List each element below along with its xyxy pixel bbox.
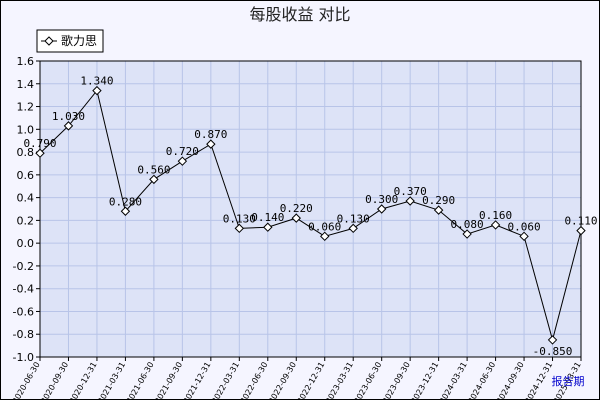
data-label: 0.110 <box>564 215 597 228</box>
x-tick-label: 2021-03-31 <box>96 361 127 400</box>
data-label: 0.790 <box>23 137 56 150</box>
grid-lines <box>39 60 582 358</box>
data-point-marker <box>206 139 216 149</box>
data-point-marker <box>263 222 273 232</box>
y-tick-label: 0.0 <box>17 237 35 250</box>
data-point-marker <box>320 231 330 242</box>
data-label: 0.060 <box>308 220 341 233</box>
y-axis-ticks: 1.6 1.4 1.2 1.0 0.8 0.6 0.4 0.2 0.0 -0.2 -0.4 -0.6 -… <box>13 55 40 364</box>
data-label: 0.370 <box>394 185 427 198</box>
x-tick-label: 2020-06-30 <box>11 361 42 400</box>
x-tick-label: 2021-09-30 <box>153 361 184 400</box>
y-tick-label: -0.4 <box>13 283 34 296</box>
y-tick-label: -0.8 <box>13 328 34 341</box>
data-label: 0.060 <box>507 220 540 233</box>
y-tick-label: -0.2 <box>13 260 34 273</box>
data-label: 0.160 <box>479 209 512 222</box>
x-tick-label: 2024-09-30 <box>495 361 526 400</box>
plot-area <box>40 61 581 357</box>
plot-border <box>39 60 582 358</box>
x-tick-label: 2022-03-31 <box>210 361 241 400</box>
x-axis-ticks: 2020-06-302020-09-302020-12-312021-03-31… <box>11 357 583 400</box>
data-label: 0.870 <box>194 128 227 141</box>
x-tick-label: 2024-06-30 <box>466 361 497 400</box>
x-tick-label: 2021-06-30 <box>125 361 156 400</box>
y-tick-label: 1.0 <box>17 123 35 136</box>
data-point-marker <box>405 196 415 206</box>
data-point-marker <box>519 231 529 242</box>
data-label: 0.130 <box>337 212 370 225</box>
data-label: 0.560 <box>137 163 170 176</box>
data-point-marker <box>234 223 245 234</box>
data-label: 0.300 <box>365 193 398 206</box>
y-tick-label: 0.8 <box>17 146 35 159</box>
x-tick-label: 2023-06-30 <box>352 361 383 400</box>
x-tick-label: 2023-12-31 <box>409 361 440 400</box>
data-label: 1.340 <box>80 75 113 88</box>
data-point-marker <box>92 85 102 96</box>
data-point-marker <box>120 206 131 216</box>
y-tick-label: -1.0 <box>13 351 34 364</box>
data-point-marker <box>376 204 387 214</box>
data-markers <box>35 85 586 345</box>
data-label: 0.130 <box>223 212 256 225</box>
data-label: 0.140 <box>251 211 284 224</box>
data-point-marker <box>149 174 159 185</box>
x-tick-label: 2023-09-30 <box>381 361 412 400</box>
data-point-marker <box>547 335 558 345</box>
data-label: 0.080 <box>451 218 484 231</box>
y-tick-label: 0.6 <box>17 169 35 182</box>
data-point-marker <box>433 205 444 215</box>
x-tick-label: 2024-12-31 <box>523 361 554 400</box>
data-point-marker <box>462 229 472 239</box>
data-point-marker <box>291 213 301 223</box>
x-tick-label: 2020-09-30 <box>39 361 70 400</box>
data-point-marker <box>35 148 45 158</box>
series-line <box>39 89 582 342</box>
data-label: 1.030 <box>52 110 85 123</box>
y-tick-label: 0.4 <box>17 192 35 205</box>
data-point-marker <box>63 121 74 131</box>
y-tick-label: 1.6 <box>17 55 35 68</box>
data-label: 0.720 <box>166 145 199 158</box>
y-tick-label: 1.4 <box>17 78 35 91</box>
data-label: 0.280 <box>109 195 142 208</box>
data-labels: 0.790 1.030 1.340 0.280 0.560 0.720 0.870 0.130… <box>23 75 597 358</box>
y-tick-label: 0.2 <box>17 214 35 227</box>
x-tick-label: 2023-03-31 <box>324 361 355 400</box>
legend-label: 歌力思 <box>61 33 97 48</box>
axes <box>39 60 582 358</box>
x-tick-label: 2022-09-30 <box>267 361 298 400</box>
x-tick-label: 2021-12-31 <box>182 361 213 400</box>
y-tick-label: 1.2 <box>17 101 35 114</box>
x-tick-label: 2024-03-31 <box>438 360 469 400</box>
series-lines <box>39 89 582 342</box>
data-point-marker <box>348 223 358 234</box>
x-tick-label: 2022-06-30 <box>238 361 269 400</box>
x-tick-label: 2020-12-31 <box>68 361 99 400</box>
data-label: 0.220 <box>280 202 313 215</box>
data-label: 0.290 <box>422 194 455 207</box>
y-tick-label: -0.6 <box>13 305 34 318</box>
x-tick-label: 2022-12-31 <box>295 361 326 400</box>
legend-diamond-marker <box>44 36 54 46</box>
data-point-marker <box>177 156 188 166</box>
chart-title: 每股收益 对比 <box>249 5 350 24</box>
data-label: -0.850 <box>533 345 573 358</box>
legend-box <box>36 29 104 53</box>
x-axis-period-label: 报告期 <box>552 374 585 388</box>
legend: 歌力思 <box>36 29 104 53</box>
data-point-marker <box>576 225 586 236</box>
data-point-marker <box>490 220 501 230</box>
